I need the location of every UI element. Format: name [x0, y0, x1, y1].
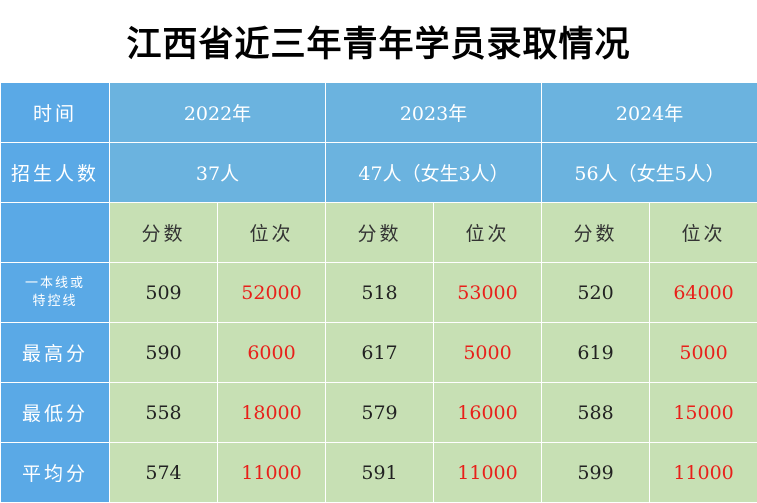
row-label-line1: 一本线或	[1, 275, 109, 293]
rank-header: 位次	[434, 203, 542, 263]
row-label-cutoff-line: 一本线或 特控线	[1, 263, 110, 323]
rank-cell: 18000	[218, 383, 326, 443]
table-row: 一本线或 特控线 509 52000 518 53000 520 64000	[1, 263, 757, 323]
score-cell: 617	[326, 323, 434, 383]
rank-cell: 5000	[434, 323, 542, 383]
row-label-highest: 最高分	[1, 323, 110, 383]
rank-cell: 6000	[218, 323, 326, 383]
score-header: 分数	[542, 203, 650, 263]
score-cell: 591	[326, 443, 434, 503]
score-cell: 599	[542, 443, 650, 503]
score-cell: 520	[542, 263, 650, 323]
enrollment-2024: 56人（女生5人）	[542, 143, 757, 203]
score-cell: 619	[542, 323, 650, 383]
score-cell: 509	[110, 263, 218, 323]
rank-header: 位次	[218, 203, 326, 263]
enrollment-2022: 37人	[110, 143, 326, 203]
score-cell: 590	[110, 323, 218, 383]
rank-cell: 16000	[434, 383, 542, 443]
enrollment-2023: 47人（女生3人）	[326, 143, 542, 203]
rank-header: 位次	[650, 203, 757, 263]
table-row: 最高分 590 6000 617 5000 619 5000	[1, 323, 757, 383]
empty-label-cell	[1, 203, 110, 263]
rank-cell: 11000	[650, 443, 757, 503]
rank-cell: 15000	[650, 383, 757, 443]
rank-cell: 5000	[650, 323, 757, 383]
row-label-line2: 特控线	[1, 293, 109, 311]
row-label-lowest: 最低分	[1, 383, 110, 443]
rank-cell: 53000	[434, 263, 542, 323]
rank-cell: 52000	[218, 263, 326, 323]
row-label-average: 平均分	[1, 443, 110, 503]
enrollment-row: 招生人数 37人 47人（女生3人） 56人（女生5人）	[1, 143, 757, 203]
table-row: 最低分 558 18000 579 16000 588 15000	[1, 383, 757, 443]
rank-cell: 11000	[218, 443, 326, 503]
score-cell: 579	[326, 383, 434, 443]
score-header: 分数	[110, 203, 218, 263]
score-cell: 588	[542, 383, 650, 443]
score-cell: 574	[110, 443, 218, 503]
year-header-row: 时间 2022年 2023年 2024年	[1, 83, 757, 143]
rank-cell: 64000	[650, 263, 757, 323]
year-2024: 2024年	[542, 83, 757, 143]
score-cell: 518	[326, 263, 434, 323]
table-row: 平均分 574 11000 591 11000 599 11000	[1, 443, 757, 503]
year-2022: 2022年	[110, 83, 326, 143]
year-2023: 2023年	[326, 83, 542, 143]
score-cell: 558	[110, 383, 218, 443]
score-header: 分数	[326, 203, 434, 263]
page-title: 江西省近三年青年学员录取情况	[0, 0, 757, 82]
sub-header-row: 分数 位次 分数 位次 分数 位次	[1, 203, 757, 263]
enrollment-label: 招生人数	[1, 143, 110, 203]
time-label: 时间	[1, 83, 110, 143]
admission-table: 时间 2022年 2023年 2024年 招生人数 37人 47人（女生3人） …	[0, 82, 757, 503]
rank-cell: 11000	[434, 443, 542, 503]
